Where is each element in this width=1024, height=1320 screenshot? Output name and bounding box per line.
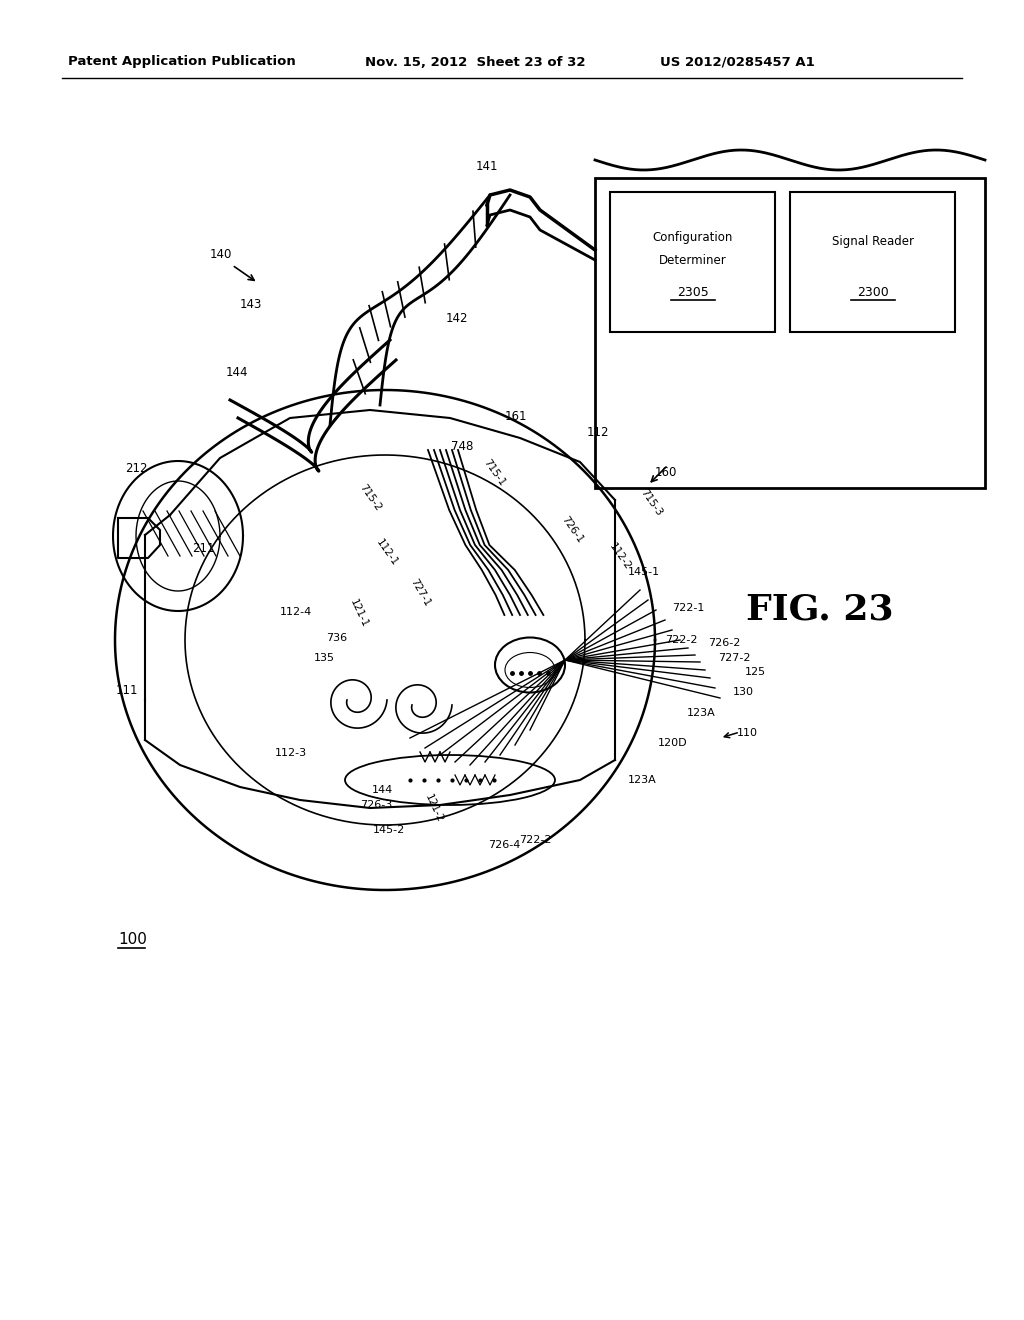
Text: 144: 144 (372, 785, 393, 795)
Text: Signal Reader: Signal Reader (831, 235, 913, 248)
Text: 100: 100 (118, 932, 146, 948)
Text: 726-4: 726-4 (487, 840, 520, 850)
Text: 123A: 123A (628, 775, 656, 785)
Text: 135: 135 (314, 653, 335, 663)
Text: 142: 142 (445, 312, 468, 325)
Text: 125: 125 (745, 667, 766, 677)
Text: 2300: 2300 (857, 285, 889, 298)
Text: 727-2: 727-2 (718, 653, 751, 663)
Bar (610, 191, 775, 333)
Text: 722-2: 722-2 (519, 836, 551, 845)
Text: 141: 141 (476, 161, 499, 173)
Text: 145-1: 145-1 (628, 568, 660, 577)
Text: Configuration: Configuration (652, 231, 733, 243)
Text: 144: 144 (225, 367, 248, 380)
Bar (790, 191, 955, 333)
Text: 112-3: 112-3 (274, 748, 307, 758)
Text: 736: 736 (326, 634, 347, 643)
Text: 715-1: 715-1 (481, 458, 507, 488)
Text: 143: 143 (240, 298, 262, 312)
Text: 160: 160 (655, 466, 677, 479)
Text: 121-1: 121-1 (348, 597, 370, 628)
Text: US 2012/0285457 A1: US 2012/0285457 A1 (660, 55, 815, 69)
Text: 130: 130 (733, 686, 754, 697)
Text: Nov. 15, 2012  Sheet 23 of 32: Nov. 15, 2012 Sheet 23 of 32 (365, 55, 586, 69)
Text: 110: 110 (737, 729, 758, 738)
Text: 112-4: 112-4 (280, 607, 312, 616)
Text: 120D: 120D (658, 738, 688, 748)
Text: Determiner: Determiner (658, 253, 726, 267)
Text: 112: 112 (587, 426, 609, 440)
Text: 715-3: 715-3 (638, 488, 664, 519)
Text: Patent Application Publication: Patent Application Publication (68, 55, 296, 69)
Text: 140: 140 (210, 248, 232, 261)
Text: 722-1: 722-1 (672, 603, 705, 612)
Text: 727-1: 727-1 (409, 577, 432, 609)
Text: 715-2: 715-2 (357, 483, 383, 513)
Text: 123A: 123A (687, 708, 716, 718)
Text: 726-3: 726-3 (359, 800, 392, 810)
Text: 112-2: 112-2 (607, 541, 633, 573)
Bar (595, 178, 985, 488)
Text: 211: 211 (191, 541, 214, 554)
Text: 161: 161 (505, 411, 527, 424)
Text: 121-2: 121-2 (423, 792, 445, 824)
Text: 722-2: 722-2 (665, 635, 697, 645)
Text: FIG. 23: FIG. 23 (746, 593, 894, 627)
Text: 748: 748 (451, 441, 473, 454)
Text: 111: 111 (116, 684, 138, 697)
Text: 2305: 2305 (677, 285, 709, 298)
Text: 726-2: 726-2 (708, 638, 740, 648)
Text: 726-1: 726-1 (559, 515, 585, 545)
Text: 112-1: 112-1 (375, 537, 400, 568)
Text: 212: 212 (126, 462, 148, 474)
Ellipse shape (495, 638, 565, 693)
Text: 145-2: 145-2 (373, 825, 406, 836)
